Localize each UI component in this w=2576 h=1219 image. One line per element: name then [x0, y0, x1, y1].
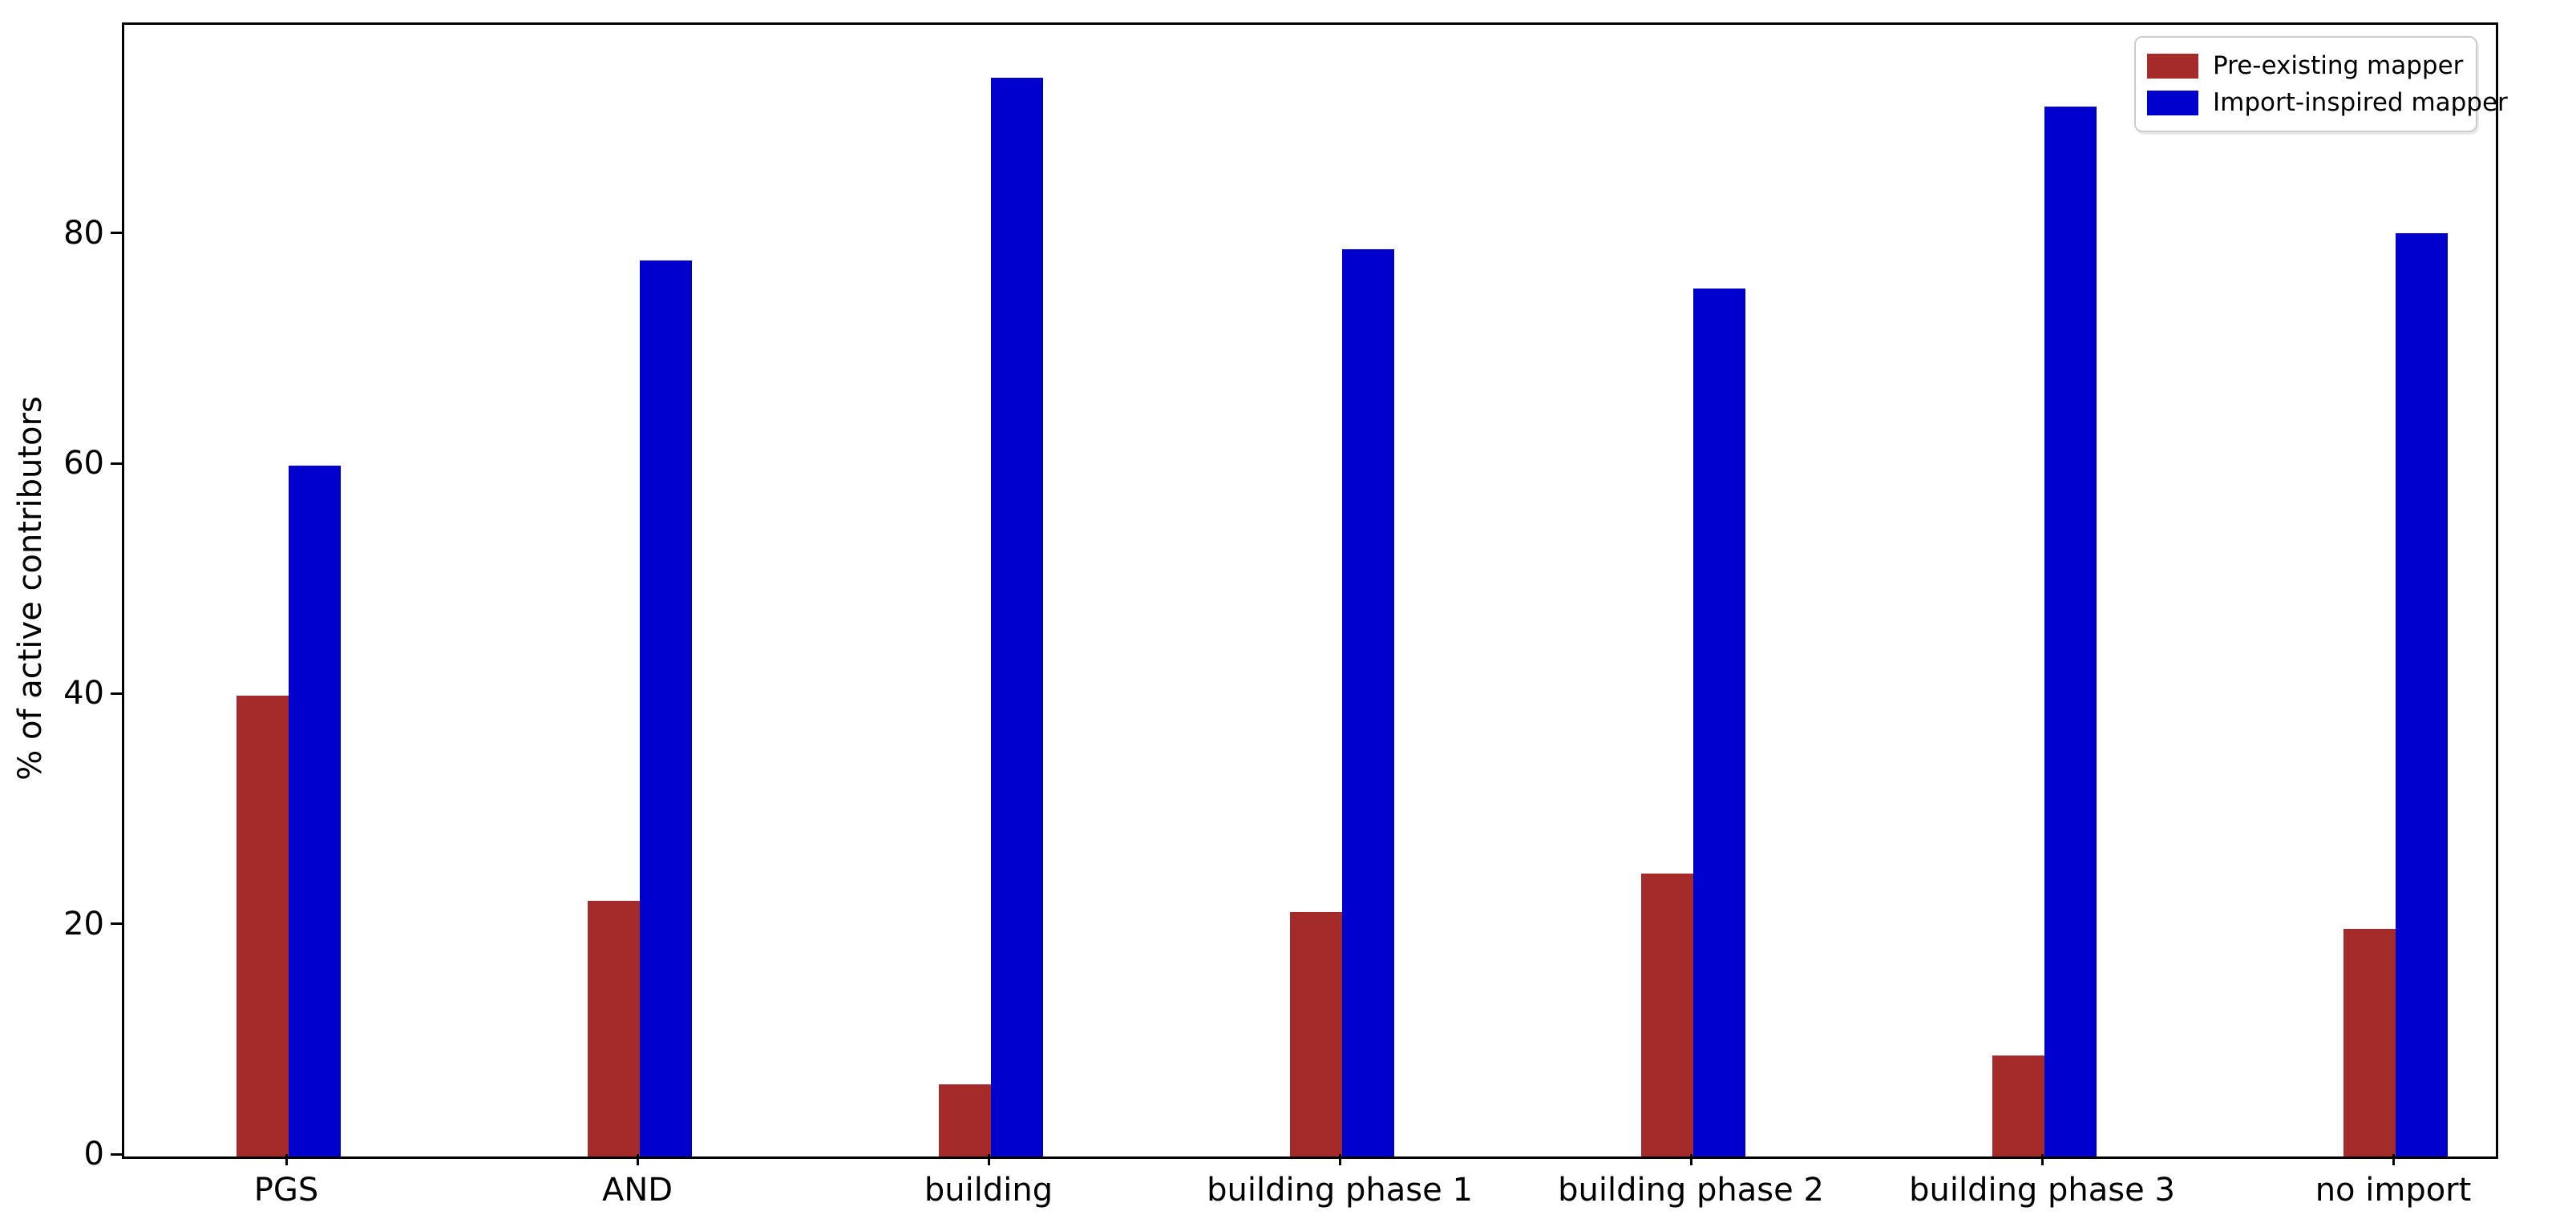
bar-pre-existing-mapper — [237, 696, 289, 1156]
x-tick-mark — [2392, 1154, 2395, 1165]
bar-import-inspired-mapper — [991, 78, 1043, 1156]
y-tick-mark — [111, 462, 122, 465]
bar-import-inspired-mapper — [640, 260, 692, 1156]
y-tick-mark — [111, 232, 122, 235]
legend-swatch — [2147, 90, 2198, 115]
x-tick-label: AND — [601, 1172, 673, 1209]
bar-pre-existing-mapper — [1992, 1055, 2044, 1156]
x-tick-label: building phase 2 — [1558, 1172, 1824, 1209]
x-tick-label: PGS — [253, 1172, 319, 1209]
y-tick-label: 20 — [63, 905, 104, 943]
bar-import-inspired-mapper — [289, 466, 341, 1156]
x-tick-label: building — [924, 1172, 1053, 1209]
bar-import-inspired-mapper — [2396, 233, 2448, 1156]
bar-pre-existing-mapper — [2343, 928, 2396, 1156]
legend-label: Pre-existing mapper — [2213, 51, 2464, 80]
y-tick-label: 0 — [83, 1136, 104, 1173]
legend-item: Import-inspired mapper — [2147, 84, 2508, 121]
bar-pre-existing-mapper — [1641, 873, 1693, 1156]
x-tick-mark — [1338, 1154, 1341, 1165]
bar-pre-existing-mapper — [1290, 912, 1342, 1156]
y-tick-mark — [111, 692, 122, 695]
y-tick-mark — [111, 1152, 122, 1156]
bar-import-inspired-mapper — [2044, 107, 2097, 1156]
y-tick-label: 80 — [63, 214, 104, 252]
x-tick-label: building phase 3 — [1909, 1172, 2175, 1209]
x-tick-mark — [636, 1154, 639, 1165]
legend: Pre-existing mapper Import-inspired mappe… — [2134, 36, 2508, 132]
bar-import-inspired-mapper — [1342, 249, 1394, 1156]
plot-area — [122, 22, 2498, 1159]
legend-item: Pre-existing mapper — [2147, 47, 2465, 84]
y-tick-label: 40 — [63, 675, 104, 712]
x-tick-label: building phase 1 — [1207, 1172, 1473, 1209]
x-tick-mark — [2040, 1154, 2044, 1165]
x-tick-label: no import — [2315, 1172, 2472, 1209]
x-tick-mark — [987, 1154, 990, 1165]
legend-swatch — [2147, 53, 2198, 79]
y-tick-mark — [111, 922, 122, 926]
y-tick-label: 60 — [63, 445, 104, 482]
legend-label: Import-inspired mapper — [2213, 88, 2508, 117]
x-tick-mark — [1689, 1154, 1692, 1165]
bar-import-inspired-mapper — [1693, 288, 1745, 1156]
bar-pre-existing-mapper — [588, 901, 640, 1156]
x-tick-mark — [285, 1154, 288, 1165]
bar-pre-existing-mapper — [939, 1084, 991, 1156]
